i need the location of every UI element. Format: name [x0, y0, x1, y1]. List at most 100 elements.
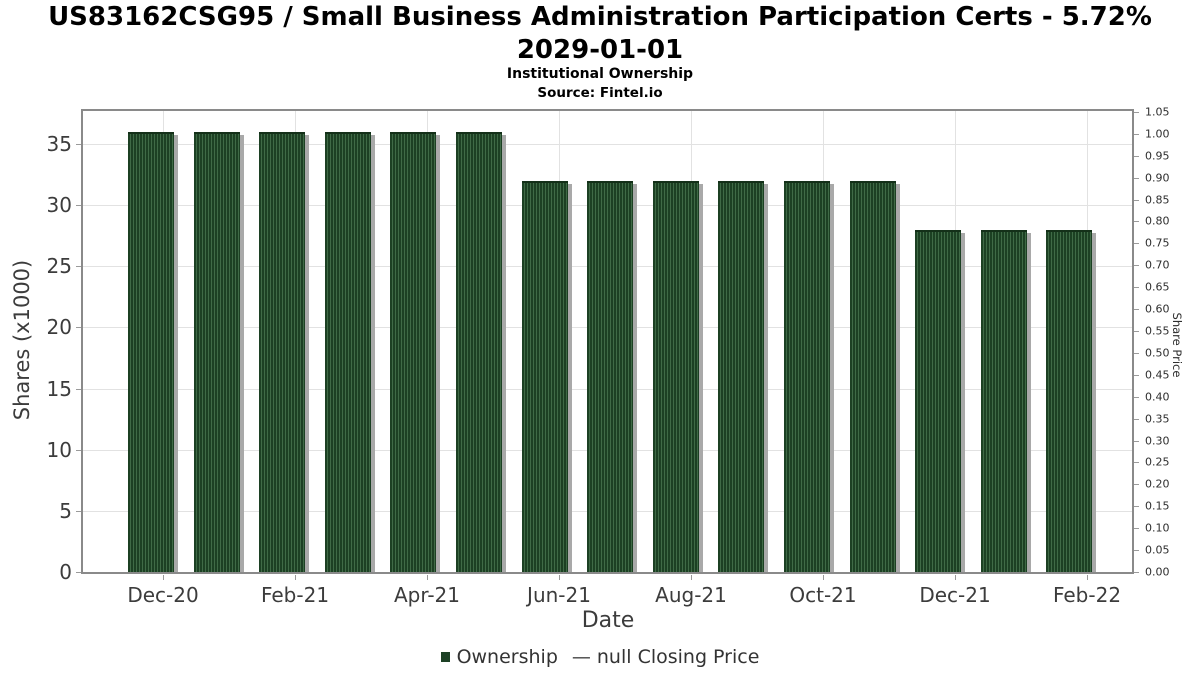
ownership-bar[interactable]: [521, 180, 568, 572]
ownership-swatch-icon: [440, 652, 450, 662]
y-axis-right-tick-label: 0.50: [1145, 346, 1170, 360]
y-axis-right-tick-label: 0.25: [1145, 455, 1170, 469]
y-axis-right-tick-label: 0.60: [1145, 302, 1170, 316]
y-axis-left-tick-label: 15: [46, 376, 72, 401]
y-axis-left-tick-label: 30: [46, 193, 72, 218]
y-axis-right-tick: [1134, 287, 1139, 289]
x-axis-tick: [955, 575, 956, 580]
y-axis-right-tick: [1134, 243, 1139, 245]
ownership-bar[interactable]: [390, 131, 437, 572]
plot-area: [81, 109, 1134, 574]
x-axis-tick: [295, 575, 296, 580]
y-axis-left-tick: [76, 449, 81, 451]
ownership-bar[interactable]: [324, 131, 371, 572]
x-axis-tick: [691, 575, 692, 580]
legend-price-label: null Closing Price: [596, 646, 760, 668]
y-axis-left-tick: [76, 327, 81, 329]
x-axis-tick: [1087, 575, 1088, 580]
y-axis-right-tick-label: 0.45: [1145, 368, 1170, 382]
x-axis-tick-label: Feb-21: [260, 583, 330, 607]
ownership-bar[interactable]: [128, 131, 174, 572]
legend: Ownership — null Closing Price: [0, 646, 1200, 668]
y-axis-right-tick: [1134, 133, 1139, 135]
x-axis-label: Date: [581, 608, 635, 633]
ownership-bar[interactable]: [587, 180, 634, 572]
legend-ownership-label: Ownership: [456, 646, 558, 668]
y-axis-left-tick-label: 0: [59, 560, 72, 584]
y-axis-left-tick-label: 20: [46, 315, 72, 340]
y-axis-left-tick-label: 5: [59, 498, 72, 523]
y-axis-right-tick: [1134, 418, 1139, 420]
x-axis-tick: [559, 575, 560, 580]
y-axis-right-tick-label: 0.20: [1145, 477, 1170, 491]
gridline-horizontal: [83, 144, 1132, 145]
ownership-bar[interactable]: [784, 180, 830, 572]
ownership-bar[interactable]: [259, 131, 306, 572]
y-axis-right-tick-label: 0.30: [1145, 434, 1170, 447]
x-axis-tick-label: Apr-21: [394, 583, 460, 607]
y-axis-right-tick-label: 0.15: [1145, 499, 1170, 513]
y-axis-right-tick-label: 0.85: [1145, 193, 1170, 206]
legend-item-closing-price[interactable]: — null Closing Price: [558, 646, 760, 668]
y-axis-right-tick-label: 0.65: [1145, 280, 1170, 294]
y-axis-right-tick: [1134, 396, 1139, 398]
y-axis-left-tick: [76, 266, 81, 268]
y-axis-right-tick-label: 0.90: [1145, 171, 1170, 185]
x-axis-tick-label: Oct-21: [789, 583, 857, 607]
y-axis-right-tick: [1134, 506, 1139, 508]
x-axis-tick: [823, 575, 824, 580]
y-axis-right-tick-label: 1.05: [1145, 105, 1170, 119]
x-axis-tick-label: Aug-21: [655, 583, 727, 607]
y-axis-right-tick: [1134, 528, 1139, 530]
y-axis-left-tick-label: 35: [46, 132, 72, 156]
y-axis-left-tick-label: 10: [46, 437, 72, 462]
y-axis-right-tick-label: 0.35: [1145, 412, 1170, 426]
y-axis-left-tick: [76, 572, 81, 573]
y-axis-left-tick: [76, 144, 81, 145]
ownership-bar[interactable]: [849, 180, 896, 572]
y-axis-left-tick: [76, 205, 81, 207]
y-axis-right-tick-label: 0.70: [1145, 258, 1170, 272]
y-axis-right-tick: [1134, 572, 1139, 573]
y-axis-right-tick-label: 1.00: [1145, 127, 1170, 141]
x-axis-tick: [163, 575, 164, 580]
y-axis-right-tick: [1134, 177, 1139, 179]
y-axis-right-tick-label: 0.10: [1145, 521, 1170, 535]
x-axis-tick-label: Jun-21: [527, 583, 591, 607]
chart-subtitle: Institutional Ownership: [506, 66, 694, 82]
y-axis-right-tick-label: 0.55: [1145, 324, 1170, 338]
y-axis-left-tick: [76, 510, 81, 512]
y-axis-right-tick-label: 0.05: [1145, 543, 1170, 557]
ownership-bar[interactable]: [456, 131, 502, 572]
y-axis-right-tick: [1134, 221, 1139, 223]
legend-item-ownership[interactable]: Ownership: [440, 646, 558, 668]
ownership-bar[interactable]: [193, 131, 240, 572]
y-axis-right-tick: [1134, 155, 1139, 157]
y-axis-right-tick: [1134, 331, 1139, 332]
y-axis-right-tick-label: 0.00: [1145, 565, 1170, 579]
y-axis-left-tick: [76, 388, 81, 390]
closing-price-line-icon: —: [571, 646, 591, 668]
y-axis-right-tick: [1134, 111, 1139, 113]
y-axis-right-tick-label: 0.40: [1145, 390, 1170, 404]
ownership-bar[interactable]: [652, 180, 699, 572]
y-axis-right-tick: [1134, 374, 1139, 376]
ownership-bar[interactable]: [1046, 229, 1093, 572]
x-axis-tick-label: Dec-20: [127, 583, 199, 607]
y-axis-label-right: Share Price: [1170, 312, 1184, 378]
ownership-bar[interactable]: [980, 229, 1027, 572]
chart-title: US83162CSG95 / Small Business Administra…: [48, 2, 1152, 65]
x-axis-tick: [427, 575, 428, 580]
y-axis-left-tick-label: 25: [46, 254, 72, 279]
y-axis-right-tick: [1134, 484, 1139, 486]
y-axis-right-tick: [1134, 352, 1139, 354]
ownership-bar[interactable]: [718, 180, 765, 572]
y-axis-right-tick: [1134, 309, 1139, 311]
y-axis-right-tick-label: 0.75: [1145, 236, 1170, 250]
ownership-bar[interactable]: [915, 229, 962, 572]
chart-source: Source: Fintel.io: [537, 85, 663, 101]
y-axis-right-tick: [1134, 462, 1139, 464]
y-axis-right-tick: [1134, 265, 1139, 267]
y-axis-right-tick-label: 0.95: [1145, 149, 1170, 163]
